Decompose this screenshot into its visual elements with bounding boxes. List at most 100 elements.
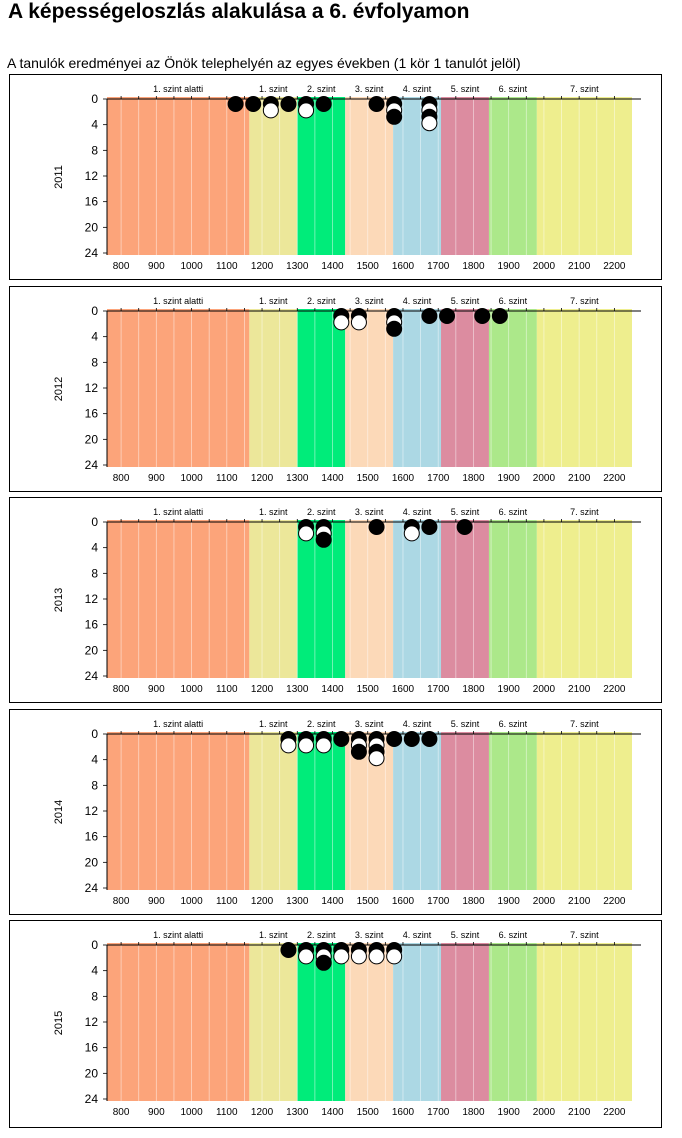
x-tick-label: 1900 — [498, 1107, 521, 1118]
level-band — [345, 97, 394, 255]
level-band — [107, 943, 250, 1101]
x-tick-label: 2000 — [533, 896, 556, 907]
x-tick-label: 1700 — [427, 1107, 450, 1118]
x-tick-label: 1900 — [498, 473, 521, 484]
x-tick-label: 1100 — [216, 1107, 238, 1118]
x-tick-label: 1000 — [180, 684, 203, 695]
year-label: 2012 — [53, 377, 65, 401]
level-label: 5. szint — [451, 719, 480, 729]
level-band — [249, 943, 298, 1101]
x-tick-label: 1200 — [251, 473, 274, 484]
y-tick-label: 16 — [85, 618, 99, 632]
student-marker — [386, 108, 403, 125]
y-tick-label: 4 — [91, 330, 98, 344]
y-tick-label: 12 — [85, 169, 99, 183]
y-tick-label: 8 — [91, 989, 98, 1003]
level-label: 1. szint alatti — [153, 296, 203, 306]
level-label: 3. szint — [355, 296, 384, 306]
x-tick-label: 1500 — [357, 896, 380, 907]
x-tick-label: 800 — [113, 473, 130, 484]
x-tick-label: 2200 — [603, 473, 626, 484]
student-marker — [333, 948, 350, 965]
level-label: 6. szint — [499, 719, 528, 729]
x-tick-label: 1800 — [462, 473, 485, 484]
chart-svg-2011: 1. szint alatti 1. szint 2. szint 3. szint 4… — [53, 84, 641, 272]
x-tick-label: 2000 — [533, 1107, 556, 1118]
y-tick-label: 20 — [85, 432, 99, 446]
page-subtitle: A tanulók eredményei az Önök telephelyén… — [7, 55, 521, 71]
x-tick-label: 1700 — [427, 684, 450, 695]
x-tick-label: 1500 — [357, 261, 380, 272]
x-tick-label: 2000 — [533, 473, 556, 484]
level-label: 2. szint — [307, 84, 336, 94]
level-label: 6. szint — [499, 296, 528, 306]
y-tick-label: 20 — [85, 220, 99, 234]
x-tick-label: 1400 — [321, 896, 344, 907]
student-marker — [333, 731, 350, 747]
student-marker — [245, 96, 262, 112]
level-label: 6. szint — [499, 84, 528, 94]
level-label: 2. szint — [307, 719, 336, 729]
y-tick-label: 16 — [85, 407, 99, 421]
y-tick-label: 4 — [91, 964, 98, 978]
y-tick-label: 0 — [91, 92, 98, 106]
student-marker — [280, 96, 297, 112]
y-tick-label: 8 — [91, 143, 98, 157]
x-tick-label: 1200 — [251, 1107, 274, 1118]
chart-svg-2015: 1. szint alatti 1. szint 2. szint 3. szint 4… — [53, 930, 641, 1118]
level-label: 7. szint — [570, 930, 599, 940]
student-marker — [280, 942, 297, 958]
student-marker — [298, 948, 315, 965]
level-band — [249, 309, 298, 467]
y-tick-label: 0 — [91, 938, 98, 952]
x-tick-label: 1600 — [392, 261, 415, 272]
student-marker — [280, 737, 297, 754]
chart-panel-2012: 1. szint alatti 1. szint 2. szint 3. szint 4… — [9, 286, 662, 492]
y-tick-label: 16 — [85, 1041, 99, 1055]
level-label: 1. szint — [259, 930, 288, 940]
x-tick-label: 1300 — [286, 473, 309, 484]
level-label: 1. szint — [259, 507, 288, 517]
student-marker — [262, 102, 279, 119]
level-band — [297, 97, 346, 255]
level-label: 4. szint — [403, 296, 432, 306]
level-label: 7. szint — [570, 719, 599, 729]
level-label: 3. szint — [355, 930, 384, 940]
x-tick-label: 2100 — [568, 684, 591, 695]
x-tick-label: 900 — [148, 684, 165, 695]
x-tick-label: 1800 — [462, 261, 485, 272]
level-band — [249, 520, 298, 678]
x-tick-label: 1200 — [251, 684, 274, 695]
x-tick-label: 1600 — [392, 473, 415, 484]
student-marker — [421, 308, 438, 324]
x-tick-label: 1400 — [321, 473, 344, 484]
student-marker — [227, 96, 244, 112]
level-label: 6. szint — [499, 507, 528, 517]
x-tick-label: 900 — [148, 261, 165, 272]
y-tick-label: 0 — [91, 304, 98, 318]
x-tick-label: 2100 — [568, 1107, 591, 1118]
level-band — [441, 97, 489, 255]
x-tick-label: 2100 — [568, 261, 591, 272]
level-band — [345, 943, 394, 1101]
y-tick-label: 12 — [85, 381, 99, 395]
x-tick-label: 1400 — [321, 684, 344, 695]
x-tick-label: 1100 — [216, 684, 238, 695]
year-label: 2011 — [53, 165, 65, 189]
x-tick-label: 1300 — [286, 261, 309, 272]
student-marker — [386, 948, 403, 965]
level-label: 1. szint alatti — [153, 84, 203, 94]
y-tick-label: 24 — [85, 1092, 99, 1106]
x-tick-label: 2100 — [568, 896, 591, 907]
x-tick-label: 1100 — [216, 473, 238, 484]
x-tick-label: 1400 — [321, 1107, 344, 1118]
y-tick-label: 20 — [85, 1066, 99, 1080]
student-marker — [298, 102, 315, 119]
y-tick-label: 24 — [85, 458, 99, 472]
level-band — [536, 520, 632, 678]
level-label: 4. szint — [403, 719, 432, 729]
chart-panel-2013: 1. szint alatti 1. szint 2. szint 3. szint 4… — [9, 497, 662, 703]
student-marker — [456, 519, 473, 535]
x-tick-label: 1400 — [321, 261, 344, 272]
chart-svg-2012: 1. szint alatti 1. szint 2. szint 3. szint 4… — [53, 296, 641, 484]
